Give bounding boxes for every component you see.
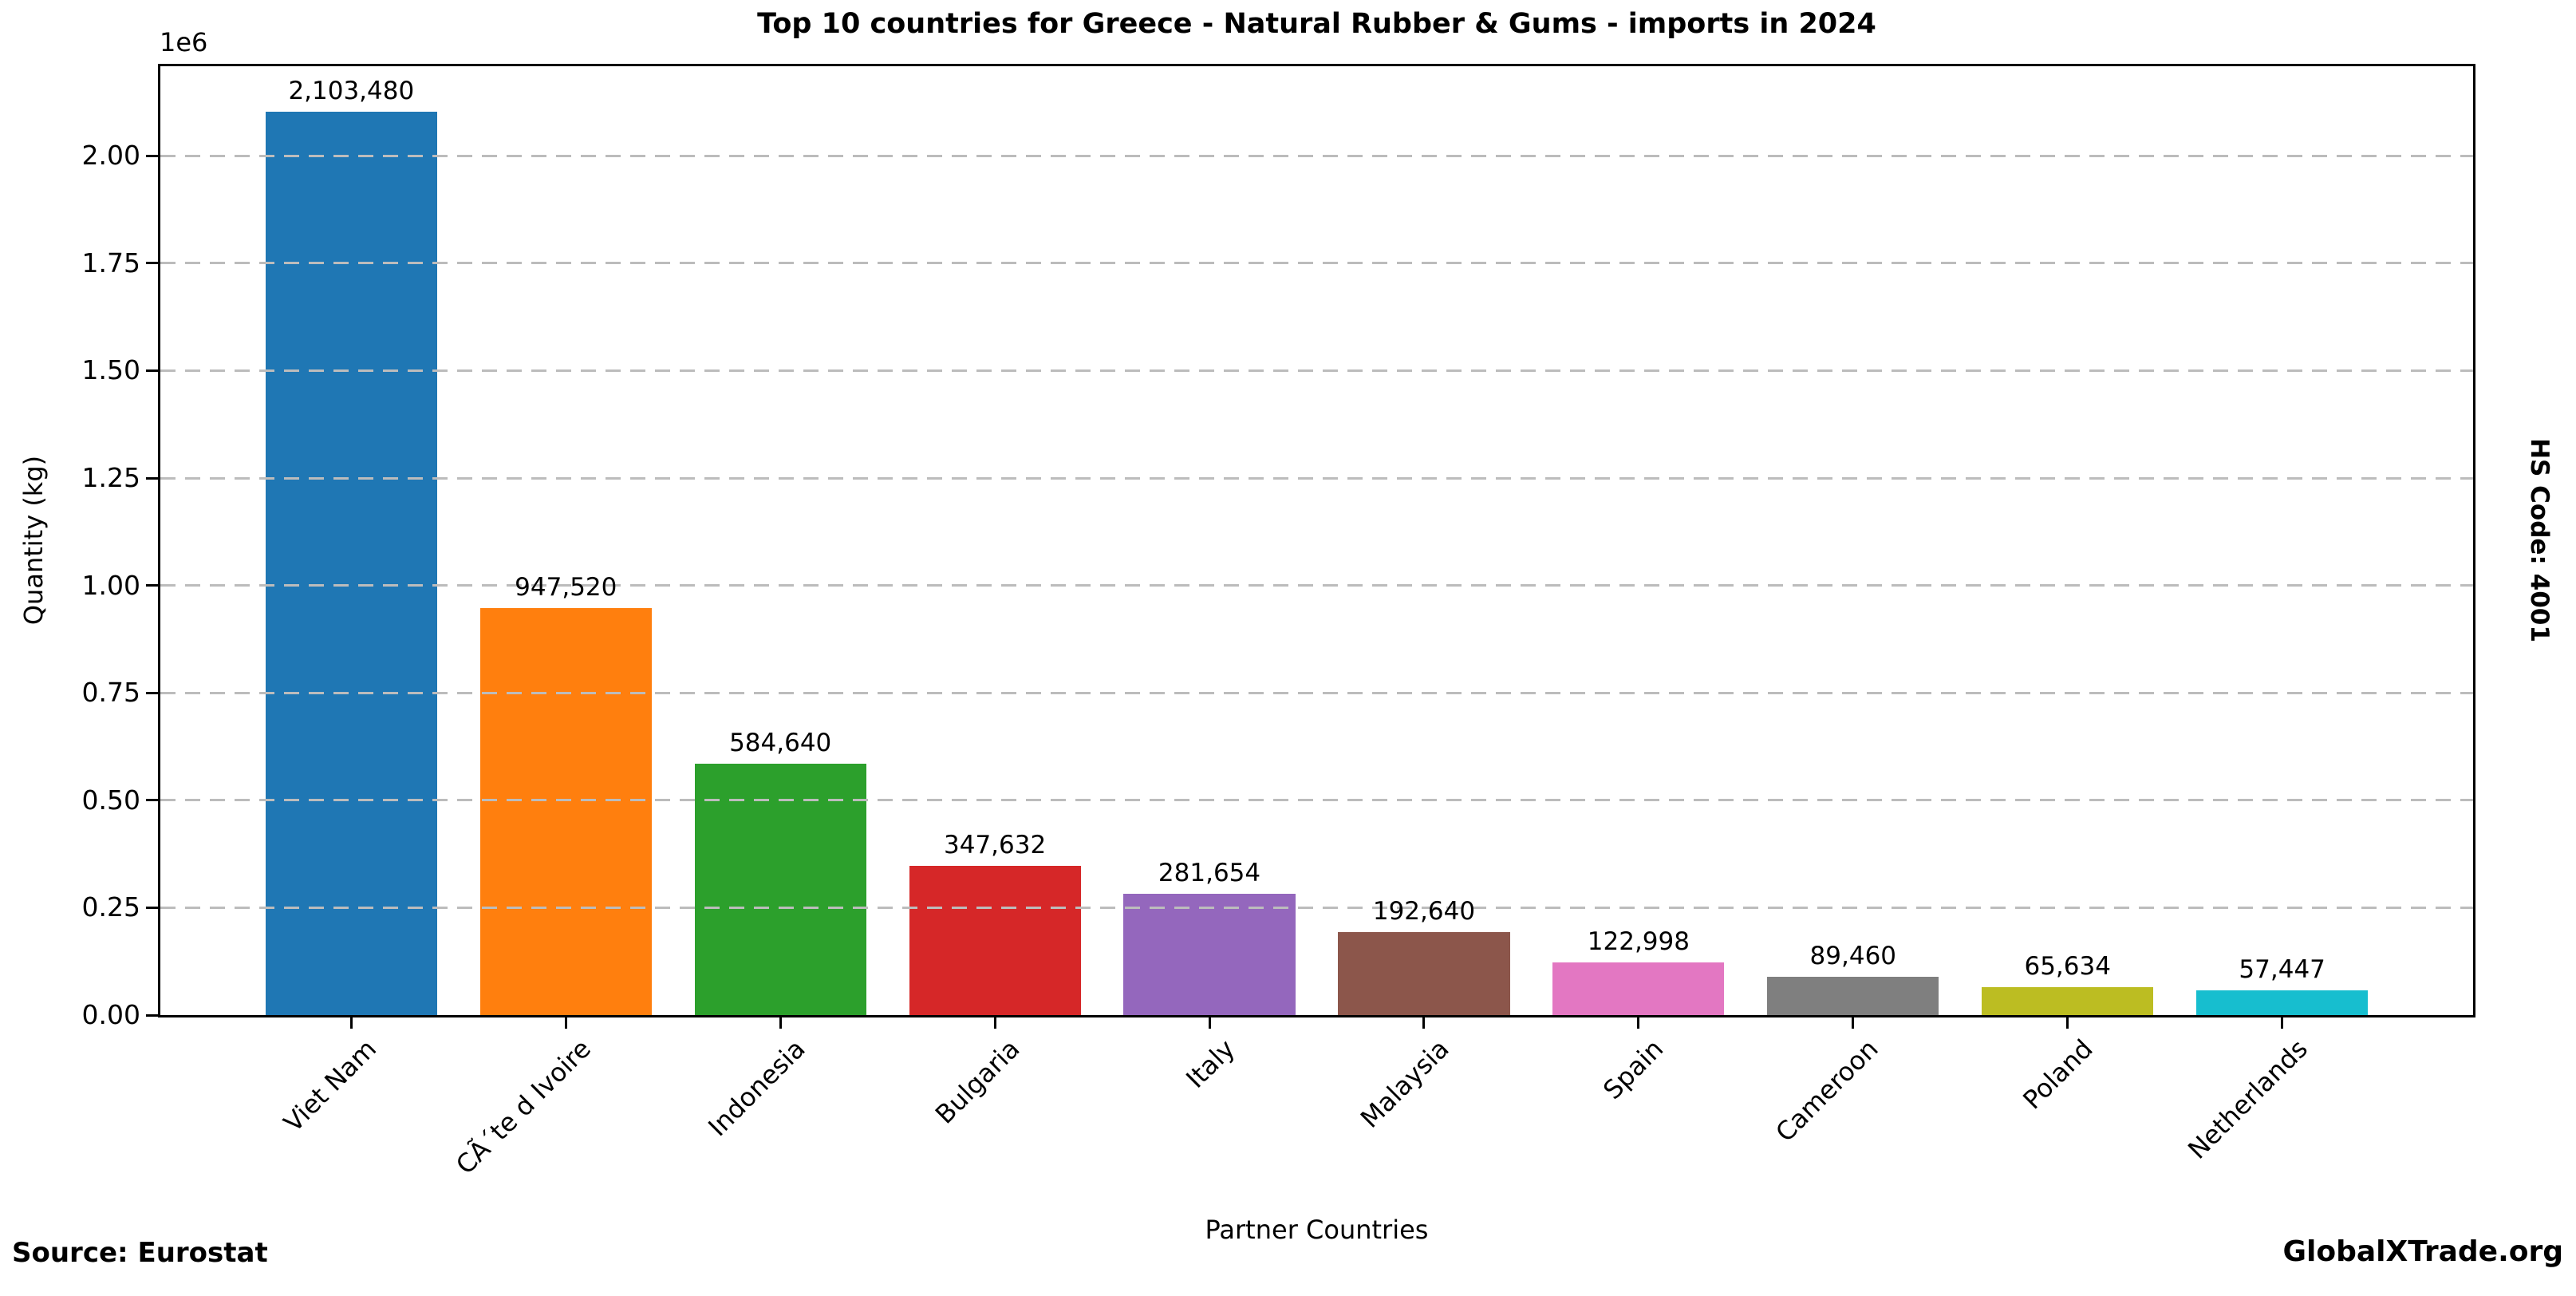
brand-watermark: GlobalXTrade.org [2282, 1235, 2563, 1268]
x-tick-label-c-te-d-ivoire: CÃ´te d Ivoire [450, 1033, 598, 1180]
bar-value-label: 192,640 [1372, 897, 1476, 927]
x-tick-label-viet-nam: Viet Nam [278, 1033, 383, 1138]
bar-indonesia [694, 764, 866, 1015]
y-tick-label: 2.00 [81, 140, 140, 172]
x-tick-label-indonesia: Indonesia [702, 1033, 812, 1143]
bar-spain [1552, 962, 1725, 1015]
bar-value-label: 89,460 [1809, 941, 1897, 970]
x-axis-label: Partner Countries [1205, 1215, 1429, 1245]
bar-value-label: 57,447 [2239, 955, 2326, 985]
x-tick-mark [1208, 1017, 1211, 1029]
bar-value-label: 347,632 [944, 830, 1047, 859]
y-tick-mark [146, 906, 158, 909]
gridline [160, 262, 2473, 265]
x-tick-mark [779, 1017, 782, 1029]
x-tick-mark [1422, 1017, 1426, 1029]
x-tick-label-bulgaria: Bulgaria [929, 1033, 1026, 1130]
bar-value-label: 122,998 [1587, 927, 1690, 956]
gridline [160, 369, 2473, 372]
x-tick-mark [1852, 1017, 1855, 1029]
y-axis-offset-label: 1e6 [160, 27, 208, 57]
gridline [160, 584, 2473, 587]
bar-netherlands [2196, 990, 2369, 1015]
x-tick-mark [2066, 1017, 2069, 1029]
y-tick-mark [146, 691, 158, 694]
bar-cameroon [1767, 976, 1939, 1015]
chart-title: Top 10 countries for Greece - Natural Ru… [757, 8, 1876, 40]
bar-value-label: 584,640 [729, 729, 832, 758]
gridline [160, 906, 2473, 909]
y-tick-label: 0.25 [81, 891, 140, 923]
source-note: Source: Eurostat [12, 1237, 268, 1269]
y-tick-label: 0.00 [81, 999, 140, 1030]
y-tick-mark [146, 1013, 158, 1017]
hs-code-label: HS Code: 4001 [2525, 438, 2554, 642]
y-tick-mark [146, 799, 158, 802]
bar-malaysia [1338, 932, 1510, 1015]
y-tick-mark [146, 476, 158, 480]
y-tick-label: 0.50 [81, 784, 140, 816]
x-tick-mark [1637, 1017, 1640, 1029]
bar-value-label: 2,103,480 [288, 76, 415, 105]
y-tick-mark [146, 154, 158, 157]
x-tick-label-cameroon: Cameroon [1769, 1033, 1884, 1148]
y-tick-label: 1.00 [81, 569, 140, 601]
bar-viet-nam [265, 111, 437, 1015]
gridline [160, 691, 2473, 694]
y-tick-label: 1.25 [81, 462, 140, 494]
gridline [160, 799, 2473, 802]
x-tick-mark [564, 1017, 567, 1029]
gridline [160, 476, 2473, 480]
bar-bulgaria [909, 865, 1081, 1015]
plot-area: 2,103,480 947,520 584,640 347,632 281,654 192… [158, 64, 2475, 1017]
x-tick-mark [993, 1017, 996, 1029]
bar-italy [1123, 894, 1296, 1015]
y-tick-mark [146, 369, 158, 372]
y-tick-label: 0.75 [81, 677, 140, 709]
x-tick-label-italy: Italy [1179, 1033, 1241, 1094]
y-tick-mark [146, 262, 158, 265]
y-tick-mark [146, 584, 158, 587]
x-tick-label-netherlands: Netherlands [2181, 1033, 2314, 1165]
bar-value-label: 947,520 [515, 572, 617, 602]
bar-c-te-d-ivoire [479, 607, 652, 1015]
bar-poland [1982, 986, 2154, 1015]
bar-value-label: 65,634 [2024, 951, 2111, 981]
x-tick-mark [2281, 1017, 2284, 1029]
x-tick-label-spain: Spain [1597, 1033, 1670, 1106]
x-tick-label-poland: Poland [2017, 1033, 2099, 1116]
x-tick-label-malaysia: Malaysia [1355, 1033, 1455, 1134]
gridline [160, 154, 2473, 157]
bar-value-label: 281,654 [1158, 859, 1261, 888]
x-tick-mark [349, 1017, 353, 1029]
y-tick-label: 1.75 [81, 247, 140, 279]
y-tick-label: 1.50 [81, 354, 140, 386]
